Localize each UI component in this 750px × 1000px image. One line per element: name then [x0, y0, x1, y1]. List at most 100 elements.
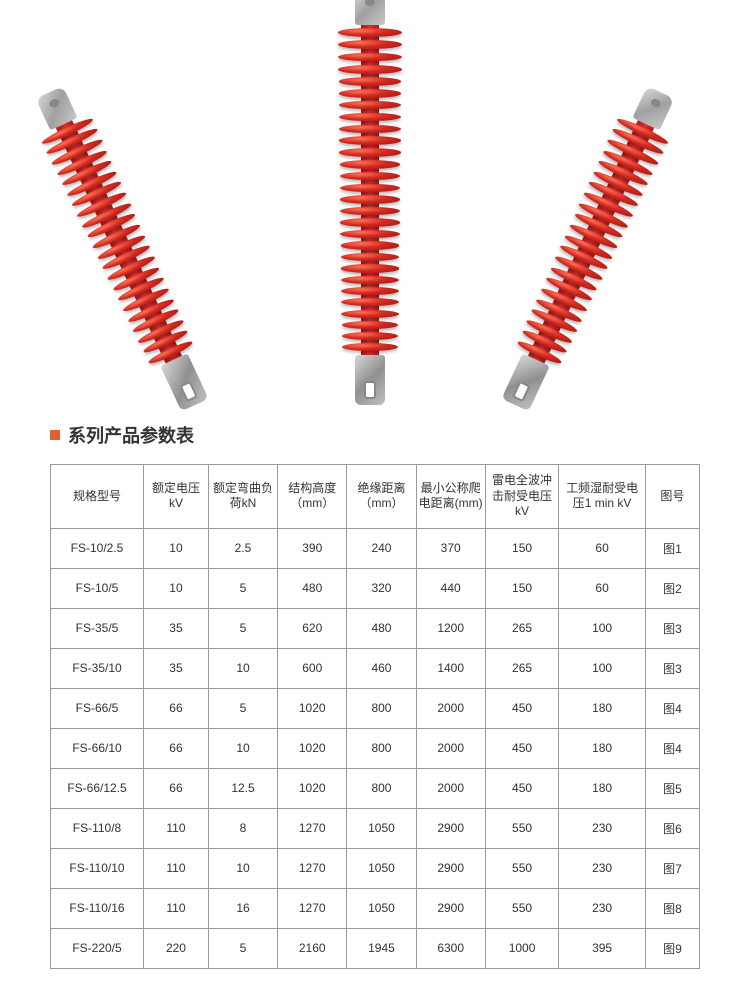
- table-cell: 390: [278, 528, 347, 568]
- table-cell: 1050: [347, 888, 416, 928]
- table-cell: 395: [559, 928, 646, 968]
- table-cell: 10: [208, 848, 277, 888]
- table-cell: 230: [559, 848, 646, 888]
- table-cell: 2160: [278, 928, 347, 968]
- table-cell: 5: [208, 608, 277, 648]
- table-cell: 180: [559, 688, 646, 728]
- table-cell: 450: [485, 688, 559, 728]
- table-cell: 6300: [416, 928, 485, 968]
- table-row: FS-35/53556204801200265100图3: [51, 608, 700, 648]
- table-cell: 180: [559, 728, 646, 768]
- table-cell: 66: [144, 728, 209, 768]
- table-cell: 2000: [416, 728, 485, 768]
- table-cell: 10: [208, 648, 277, 688]
- table-cell: 2000: [416, 688, 485, 728]
- table-header-cell: 最小公称爬电距离(mm): [416, 465, 485, 529]
- table-cell: 550: [485, 848, 559, 888]
- table-cell: 图2: [645, 568, 699, 608]
- table-cell: FS-66/10: [51, 728, 144, 768]
- table-cell: 320: [347, 568, 416, 608]
- table-cell: 100: [559, 608, 646, 648]
- table-cell: 600: [278, 648, 347, 688]
- table-header-cell: 图号: [645, 465, 699, 529]
- table-cell: 180: [559, 768, 646, 808]
- table-cell: 1270: [278, 808, 347, 848]
- table-cell: 220: [144, 928, 209, 968]
- table-row: FS-110/81108127010502900550230图6: [51, 808, 700, 848]
- table-cell: 450: [485, 768, 559, 808]
- table-cell: 550: [485, 888, 559, 928]
- table-cell: 图3: [645, 608, 699, 648]
- table-cell: 240: [347, 528, 416, 568]
- table-cell: 2900: [416, 808, 485, 848]
- section-title: 系列产品参数表: [0, 410, 750, 464]
- table-cell: 图8: [645, 888, 699, 928]
- table-cell: 1200: [416, 608, 485, 648]
- table-cell: 370: [416, 528, 485, 568]
- table-header-cell: 规格型号: [51, 465, 144, 529]
- table-cell: 110: [144, 808, 209, 848]
- table-cell: 800: [347, 688, 416, 728]
- table-cell: 2.5: [208, 528, 277, 568]
- table-cell: 265: [485, 648, 559, 688]
- table-cell: 图3: [645, 648, 699, 688]
- table-row: FS-110/1011010127010502900550230图7: [51, 848, 700, 888]
- product-image-area: [0, 0, 750, 410]
- table-cell: 110: [144, 848, 209, 888]
- table-header: 规格型号额定电压kV额定弯曲负荷kN结构高度（mm）绝缘距离（mm）最小公称爬电…: [51, 465, 700, 529]
- insulator-left: [36, 86, 209, 410]
- table-cell: 2900: [416, 848, 485, 888]
- table-cell: 800: [347, 768, 416, 808]
- insulator-right: [501, 86, 674, 410]
- table-cell: 800: [347, 728, 416, 768]
- table-cell: 1400: [416, 648, 485, 688]
- table-header-cell: 工频湿耐受电压1 min kV: [559, 465, 646, 529]
- table-cell: 1270: [278, 848, 347, 888]
- table-cell: 图1: [645, 528, 699, 568]
- table-cell: FS-110/10: [51, 848, 144, 888]
- table-cell: FS-66/5: [51, 688, 144, 728]
- table-cell: 图7: [645, 848, 699, 888]
- table-cell: 265: [485, 608, 559, 648]
- table-cell: 8: [208, 808, 277, 848]
- table-cell: 1020: [278, 768, 347, 808]
- table-cell: 图9: [645, 928, 699, 968]
- table-cell: 550: [485, 808, 559, 848]
- table-row: FS-110/1611016127010502900550230图8: [51, 888, 700, 928]
- table-cell: 1945: [347, 928, 416, 968]
- table-row: FS-66/12.56612.510208002000450180图5: [51, 768, 700, 808]
- table-row: FS-66/566510208002000450180图4: [51, 688, 700, 728]
- table-cell: 60: [559, 528, 646, 568]
- insulator-center: [355, 0, 385, 405]
- table-cell: FS-35/10: [51, 648, 144, 688]
- table-header-cell: 绝缘距离（mm）: [347, 465, 416, 529]
- table-cell: 450: [485, 728, 559, 768]
- table-cell: FS-10/5: [51, 568, 144, 608]
- table-cell: 12.5: [208, 768, 277, 808]
- table-cell: 10: [208, 728, 277, 768]
- title-marker-icon: [50, 430, 60, 440]
- table-cell: FS-35/5: [51, 608, 144, 648]
- table-row: FS-66/10661010208002000450180图4: [51, 728, 700, 768]
- table-cell: 35: [144, 648, 209, 688]
- table-cell: 10: [144, 528, 209, 568]
- table-row: FS-10/2.5102.539024037015060图1: [51, 528, 700, 568]
- table-cell: 230: [559, 808, 646, 848]
- table-header-cell: 雷电全波冲击耐受电压kV: [485, 465, 559, 529]
- table-cell: 5: [208, 928, 277, 968]
- table-cell: FS-10/2.5: [51, 528, 144, 568]
- table-body: FS-10/2.5102.539024037015060图1FS-10/5105…: [51, 528, 700, 968]
- table-cell: 图4: [645, 688, 699, 728]
- table-row: FS-10/510548032044015060图2: [51, 568, 700, 608]
- table-cell: 图5: [645, 768, 699, 808]
- table-cell: 1020: [278, 728, 347, 768]
- parameter-table: 规格型号额定电压kV额定弯曲负荷kN结构高度（mm）绝缘距离（mm）最小公称爬电…: [50, 464, 700, 969]
- table-header-cell: 结构高度（mm）: [278, 465, 347, 529]
- table-cell: 2900: [416, 888, 485, 928]
- table-cell: 35: [144, 608, 209, 648]
- table-cell: 1050: [347, 808, 416, 848]
- table-cell: 5: [208, 688, 277, 728]
- table-cell: 66: [144, 768, 209, 808]
- table-cell: FS-220/5: [51, 928, 144, 968]
- table-row: FS-220/522052160194563001000395图9: [51, 928, 700, 968]
